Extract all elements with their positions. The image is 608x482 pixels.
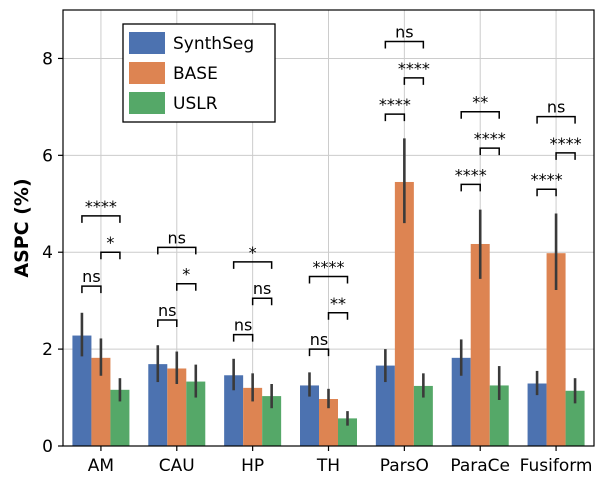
significance-bracket-3: [157, 319, 178, 328]
bar-uslr-hp: [262, 396, 282, 446]
significance-label-13: ****: [398, 59, 430, 78]
error-bars: [80, 138, 577, 426]
bar-uslr-parace: [489, 385, 509, 446]
bar-base-parace: [470, 243, 490, 446]
bar-base-th: [319, 399, 338, 446]
significance-bracket-18: [536, 188, 557, 197]
significance-label-20: ns: [547, 98, 565, 117]
x-tick-label-am: AM: [88, 456, 114, 476]
bar-synthseg-th: [300, 385, 319, 446]
bar-uslr-parso: [413, 385, 433, 446]
significance-bracket-0: [81, 285, 102, 294]
y-tick-label-8: 8: [42, 49, 53, 69]
x-tick-label-hp: HP: [241, 456, 264, 476]
x-tick-label-parso: ParsO: [380, 456, 429, 476]
significance-label-17: **: [472, 93, 488, 112]
significance-label-16: ****: [474, 129, 506, 148]
x-tick-label-fusiform: Fusiform: [520, 456, 593, 476]
bar-uslr-th: [338, 418, 357, 446]
bar-synthseg-hp: [224, 375, 244, 446]
bar-base-cau: [167, 368, 187, 446]
legend-swatch-base: [129, 62, 165, 84]
significance-bracket-6: [232, 333, 254, 342]
significance-bracket-11: [308, 275, 349, 284]
bar-uslr-am: [110, 389, 130, 446]
legend-swatch-synthseg: [129, 32, 165, 54]
bars: [72, 181, 585, 446]
x-axis-ticks: AM CAU HP TH ParsO ParaCe Fusiform: [88, 446, 593, 476]
significance-bracket-14: [384, 40, 425, 49]
legend-label-base: BASE: [173, 64, 218, 84]
bar-base-fusiform: [546, 253, 566, 446]
significance-bracket-19: [555, 152, 576, 160]
significance-bracket-12: [384, 113, 406, 122]
significance-label-19: ****: [550, 134, 582, 153]
bar-synthseg-parace: [451, 357, 471, 446]
bar-synthseg-parso: [375, 365, 395, 446]
y-tick-label-4: 4: [42, 243, 53, 263]
significance-bracket-5: [157, 246, 197, 255]
legend-swatch-uslr: [129, 92, 165, 114]
legend-label-uslr: USLR: [173, 94, 218, 114]
bar-uslr-fusiform: [565, 390, 585, 446]
significance-bracket-16: [479, 147, 500, 156]
significance-label-18: ****: [531, 170, 563, 189]
significance-label-2: ****: [85, 197, 117, 216]
significance-bracket-7: [251, 297, 273, 306]
significance-label-3: ns: [158, 301, 176, 320]
significance-label-14: ns: [395, 22, 413, 41]
legend: SynthSeg BASE USLR: [122, 23, 276, 123]
y-tick-label-2: 2: [42, 340, 53, 360]
bar-base-parso: [394, 181, 414, 446]
bar-synthseg-am: [72, 335, 92, 446]
significance-bracket-8: [232, 261, 273, 269]
significance-label-4: *: [182, 265, 190, 284]
significance-label-12: ****: [379, 95, 411, 114]
significance-bracket-13: [403, 77, 425, 85]
significance-label-1: *: [106, 233, 114, 252]
significance-bracket-15: [460, 183, 481, 192]
bar-base-hp: [243, 387, 263, 446]
significance-label-0: ns: [82, 267, 100, 286]
bar-base-am: [91, 357, 111, 446]
y-axis-label: ASPC (%): [11, 178, 33, 277]
significance-label-9: ns: [310, 330, 328, 349]
x-tick-label-parace: ParaCe: [450, 456, 510, 476]
significance-label-6: ns: [234, 316, 252, 335]
significance-label-10: **: [330, 294, 346, 313]
significance-bracket-20: [536, 115, 576, 124]
significance-bracket-9: [308, 348, 330, 357]
significance-label-7: ns: [253, 279, 271, 298]
y-tick-label-6: 6: [42, 146, 53, 166]
significance-label-11: ****: [313, 257, 345, 276]
x-tick-label-th: TH: [316, 456, 340, 476]
y-tick-label-0: 0: [42, 437, 53, 457]
legend-label-synthseg: SynthSeg: [173, 34, 254, 54]
significance-bracket-10: [327, 312, 349, 320]
x-tick-label-cau: CAU: [159, 456, 195, 476]
significance-label-5: ns: [168, 228, 186, 247]
significance-label-15: ****: [455, 165, 487, 184]
bar-uslr-cau: [186, 381, 206, 446]
significance-bracket-4: [176, 282, 197, 291]
bar-synthseg-fusiform: [527, 383, 547, 446]
significance-brackets: ns*****ns*nsnsns*ns**************ns*****…: [81, 22, 582, 357]
significance-bracket-1: [100, 251, 121, 260]
significance-label-8: *: [249, 243, 257, 262]
significance-bracket-2: [81, 215, 121, 223]
significance-bracket-17: [460, 110, 500, 119]
y-axis-ticks: 0 2 4 6 8: [42, 49, 63, 457]
bar-synthseg-cau: [148, 364, 168, 446]
